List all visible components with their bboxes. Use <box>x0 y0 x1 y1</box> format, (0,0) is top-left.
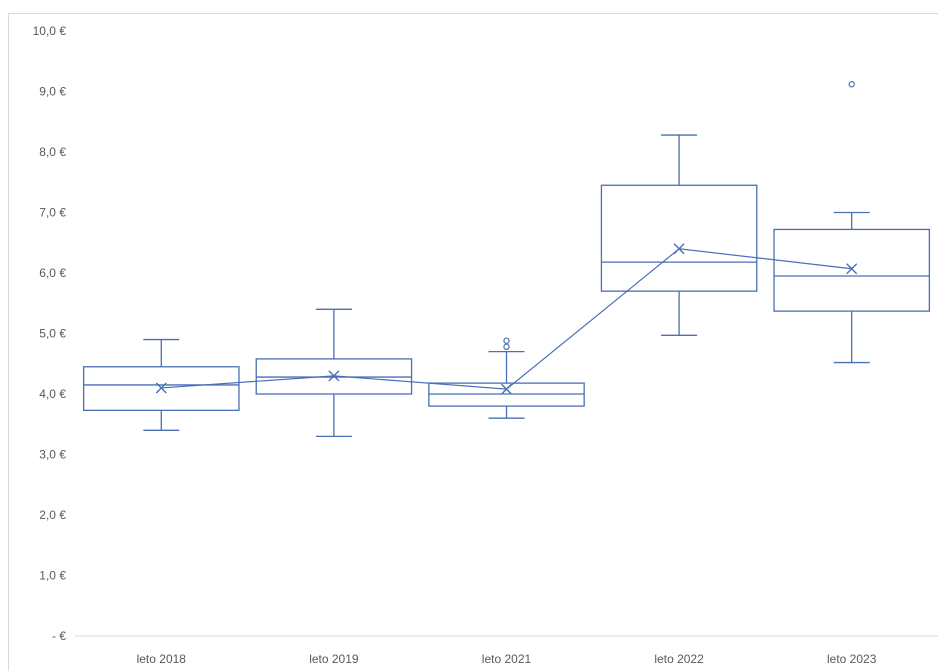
chart-plot-frame <box>8 13 938 671</box>
mean-marker-2 <box>501 383 512 395</box>
y-tick-label-0: 10,0 € <box>33 24 67 38</box>
outlier-point-2-0 <box>503 343 510 351</box>
outlier-point-4-0 <box>848 81 855 88</box>
x-tick-label-1: leto 2019 <box>309 652 359 666</box>
y-tick-label-10: - € <box>52 629 66 643</box>
box-4 <box>773 228 931 312</box>
y-tick-label-5: 5,0 € <box>39 327 66 341</box>
x-tick-label-2: leto 2021 <box>482 652 532 666</box>
y-tick-label-9: 1,0 € <box>39 569 66 583</box>
x-tick-label-0: leto 2018 <box>137 652 187 666</box>
y-tick-label-3: 7,0 € <box>39 206 66 220</box>
y-tick-label-8: 2,0 € <box>39 508 66 522</box>
y-tick-label-7: 3,0 € <box>39 448 66 462</box>
mean-marker-0 <box>155 382 167 394</box>
y-tick-label-2: 8,0 € <box>39 145 66 159</box>
y-tick-label-1: 9,0 € <box>39 85 66 99</box>
mean-marker-4 <box>846 263 858 275</box>
outlier-point-2-1 <box>503 337 510 344</box>
mean-marker-1 <box>328 370 340 382</box>
y-tick-label-6: 4,0 € <box>39 387 66 401</box>
y-tick-label-4: 6,0 € <box>39 266 66 280</box>
x-tick-label-3: leto 2022 <box>654 652 704 666</box>
box-3 <box>600 184 758 292</box>
x-tick-label-4: leto 2023 <box>827 652 877 666</box>
mean-marker-3 <box>673 243 685 255</box>
